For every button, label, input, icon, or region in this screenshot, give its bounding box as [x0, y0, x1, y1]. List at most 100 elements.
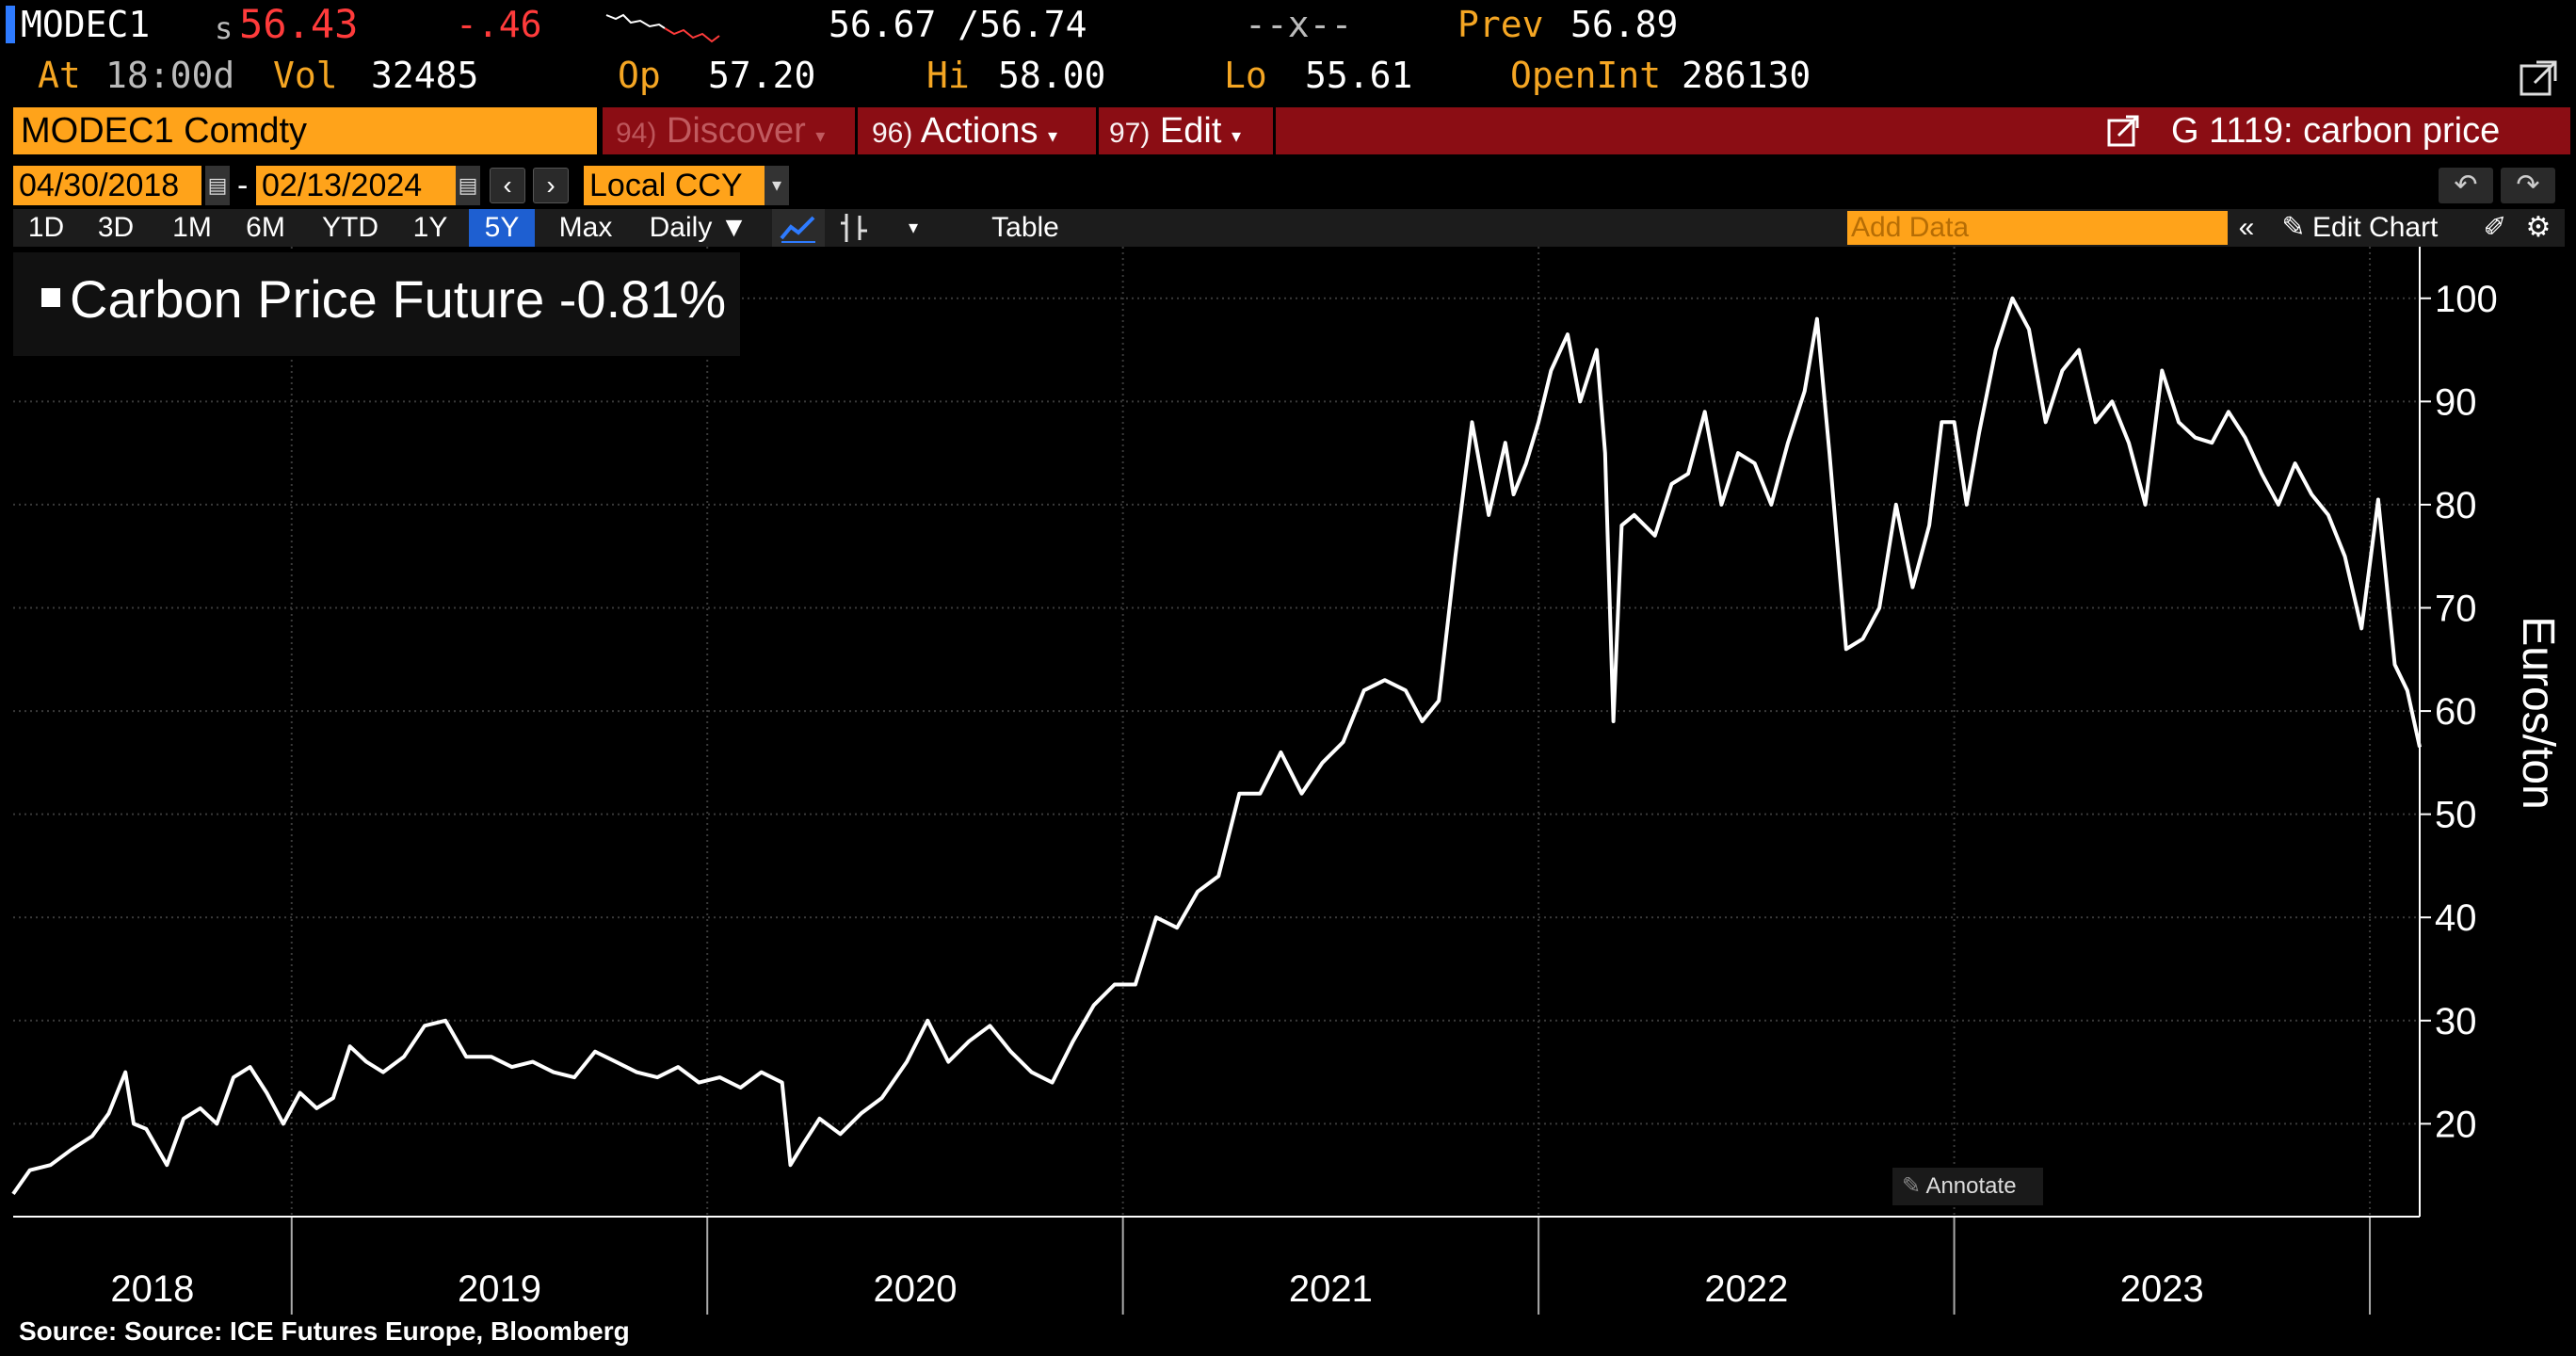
security-color-marker	[6, 6, 15, 43]
edit-menu[interactable]: 97) Edit ▾	[1109, 107, 1241, 154]
edit-menu-label: Edit	[1159, 111, 1222, 151]
security-field[interactable]: MODEC1 Comdty	[13, 107, 597, 154]
table-button[interactable]: Table	[991, 212, 1059, 243]
chevron-down-icon: ▾	[1231, 126, 1242, 147]
y-tick-label: 60	[2435, 691, 2477, 733]
line-chart-icon[interactable]	[772, 209, 825, 247]
discover-menu-label: Discover	[666, 111, 806, 151]
gear-icon[interactable]: ⚙	[2525, 212, 2552, 243]
chevron-right-icon[interactable]: ›	[533, 168, 569, 203]
discover-menu-number: 94)	[616, 118, 657, 149]
calendar-icon[interactable]: ▤	[456, 166, 480, 205]
edit-menu-number: 97)	[1109, 118, 1151, 149]
price-chart: 20 30 40 50 60 70 80 90 100 2018 2019 2020 2021 2022 2…	[11, 247, 2563, 1315]
launch-icon[interactable]	[2105, 115, 2143, 149]
prev-value: 56.89	[1570, 4, 1679, 45]
date-range-dash: -	[237, 168, 249, 203]
period-max[interactable]: Max	[558, 212, 613, 243]
period-1m[interactable]: 1M	[172, 212, 212, 243]
menu-bar: 94) Discover ▾ 96) Actions ▾ 97) Edit ▾ …	[603, 107, 2570, 154]
y-axis-label: Euros/ton	[2513, 616, 2563, 809]
bid-ask: 56.67 /56.74	[829, 4, 1087, 45]
price-prefix: s	[215, 10, 233, 46]
period-5y[interactable]: 5Y	[469, 209, 535, 247]
high-label: Hi	[926, 55, 970, 96]
source-footnote: Source: Source: ICE Futures Europe, Bloo…	[19, 1316, 630, 1346]
prev-label: Prev	[1457, 4, 1544, 45]
actions-menu-number: 96)	[872, 118, 913, 149]
actions-menu[interactable]: 96) Actions ▾	[872, 107, 1057, 154]
open-value: 57.20	[708, 55, 816, 96]
command-bar: MODEC1 Comdty 94) Discover ▾ 96) Actions…	[0, 105, 2576, 156]
menu-divider	[855, 107, 858, 154]
annotate-button[interactable]: ✎ Annotate	[1892, 1168, 2043, 1205]
chevron-left-icon[interactable]: ‹	[490, 168, 525, 203]
candlestick-icon[interactable]	[829, 209, 879, 247]
chevron-down-icon: ▾	[765, 166, 789, 205]
menu-divider	[1273, 107, 1276, 154]
popout-icon[interactable]	[2518, 56, 2561, 100]
open-interest-value: 286130	[1682, 55, 1811, 96]
annotate-label: Annotate	[1925, 1173, 2017, 1199]
y-tick-label: 100	[2435, 279, 2498, 320]
vol-label: Vol	[273, 55, 338, 96]
x-tick-label: 2022	[1704, 1268, 1788, 1310]
chart-toolbar: 1D 3D 1M 6M YTD 1Y 5Y Max Daily ▼ ▾ Tabl…	[13, 209, 2565, 247]
net-change: -.46	[456, 4, 542, 45]
graph-title: G 1119: carbon price	[2171, 111, 2501, 151]
discover-menu[interactable]: 94) Discover ▾	[616, 107, 825, 154]
vol-value: 32485	[371, 55, 479, 96]
period-1y[interactable]: 1Y	[412, 212, 448, 243]
quote-ticker: MODEC1	[21, 4, 151, 45]
x-tick-label: 2020	[873, 1268, 957, 1310]
y-tick-label: 30	[2435, 1001, 2477, 1042]
redo-icon[interactable]: ↷	[2501, 168, 2555, 203]
currency-select[interactable]: Local CCY ▾	[584, 166, 789, 205]
edit-chart-button[interactable]: Edit Chart	[2312, 212, 2439, 243]
bid-ask-size: --x--	[1245, 4, 1353, 45]
at-label: At	[38, 55, 81, 96]
y-tick-label: 40	[2435, 897, 2477, 939]
period-6m[interactable]: 6M	[246, 212, 285, 243]
x-tick-label: 2021	[1289, 1268, 1373, 1310]
y-tick-label: 20	[2435, 1104, 2477, 1145]
high-value: 58.00	[998, 55, 1106, 96]
open-label: Op	[618, 55, 661, 96]
currency-value: Local CCY	[589, 168, 743, 203]
add-data-input[interactable]: Add Data	[1847, 211, 2228, 245]
chevron-down-icon: ▾	[815, 126, 826, 147]
low-label: Lo	[1224, 55, 1267, 96]
chevron-down-icon[interactable]: ▾	[908, 218, 919, 238]
calendar-icon[interactable]: ▤	[205, 166, 230, 205]
x-tick-label: 2023	[2120, 1268, 2204, 1310]
end-date-field[interactable]: 02/13/2024	[256, 166, 456, 205]
pencil-icon: ✎	[1902, 1173, 1926, 1199]
sparkline-icon	[605, 13, 720, 43]
start-date-field[interactable]: 04/30/2018	[13, 166, 201, 205]
period-3d[interactable]: 3D	[97, 212, 135, 243]
y-tick-label: 90	[2435, 381, 2477, 423]
at-time: 18:00d	[105, 55, 235, 96]
series-line	[11, 296, 2422, 1196]
pencil-icon[interactable]: ✎	[2281, 212, 2306, 243]
period-1d[interactable]: 1D	[27, 212, 65, 243]
y-tick-label: 80	[2435, 485, 2477, 526]
period-ytd[interactable]: YTD	[322, 212, 378, 243]
menu-divider	[1096, 107, 1099, 154]
last-price: 56.43	[239, 1, 359, 47]
collapse-left-icon[interactable]: «	[2238, 212, 2255, 243]
y-tick-label: 50	[2435, 795, 2477, 836]
chart-legend: Carbon Price Future -0.81%	[13, 252, 740, 356]
undo-icon[interactable]: ↶	[2439, 168, 2493, 203]
draw-tool-icon[interactable]: ✐	[2483, 212, 2507, 243]
x-tick-label: 2018	[110, 1268, 194, 1310]
date-range-bar: 04/30/2018 ▤ - 02/13/2024 ▤ ‹ › Local CC…	[0, 164, 2576, 207]
actions-menu-label: Actions	[920, 111, 1038, 151]
low-value: 55.61	[1305, 55, 1413, 96]
x-tick-label: 2019	[458, 1268, 541, 1310]
legend-label: Carbon Price Future -0.81%	[70, 269, 727, 329]
frequency-select[interactable]: Daily ▼	[649, 212, 749, 243]
chevron-down-icon: ▾	[1048, 126, 1058, 147]
open-interest-label: OpenInt	[1510, 55, 1662, 96]
y-tick-label: 70	[2435, 589, 2477, 630]
